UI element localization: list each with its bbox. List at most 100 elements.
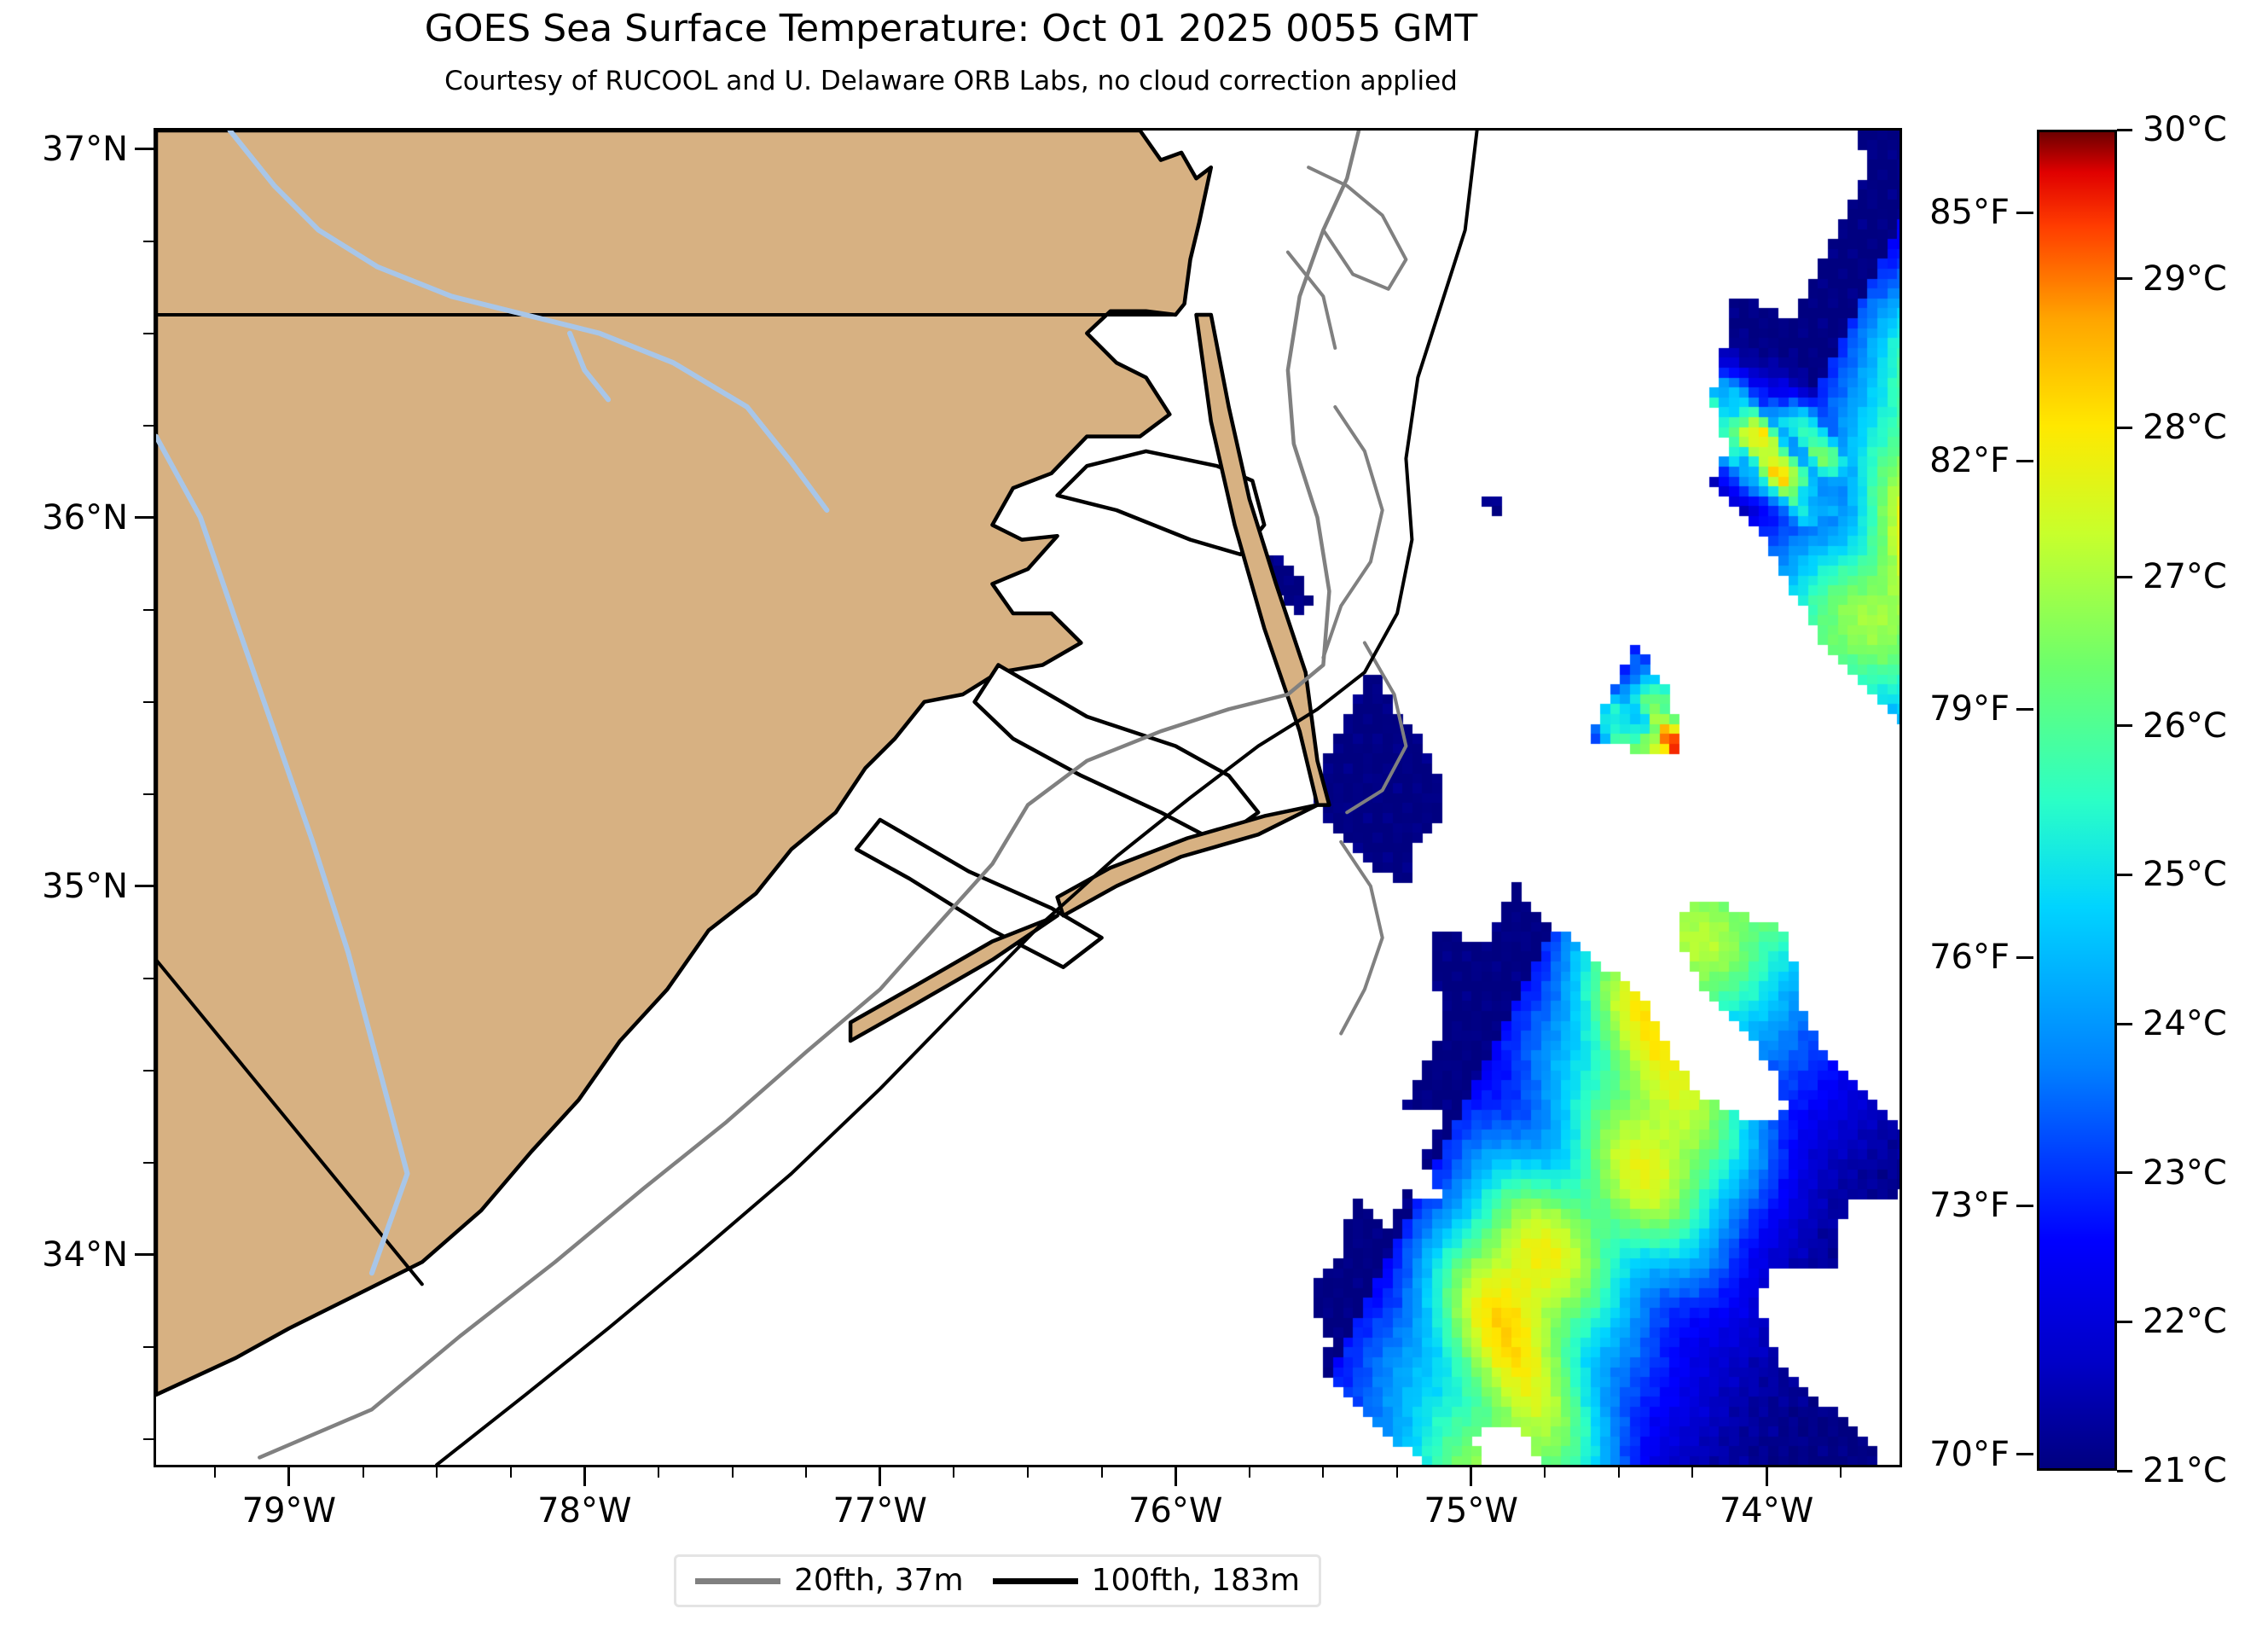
colorbar-gradient [2039, 132, 2114, 1468]
x-minor-tick [214, 1467, 217, 1478]
y-minor-tick [143, 240, 154, 242]
colorbar[interactable] [2037, 130, 2117, 1471]
bathymetry-contour-20fth [258, 131, 1361, 1460]
colorbar-label-fahrenheit-3: 76°F [1929, 938, 2010, 978]
bathymetry-contour-100fth [435, 131, 1479, 1465]
colorbar-tick-c-5 [2117, 873, 2132, 876]
y-minor-tick [143, 608, 154, 611]
colorbar-tick-f-0 [2016, 211, 2033, 214]
x-axis-label-1: 78°W [537, 1491, 632, 1530]
shoal-contour-1 [1321, 405, 1384, 659]
x-minor-tick [436, 1467, 438, 1478]
colorbar-tick-f-3 [2016, 955, 2033, 959]
river-1 [156, 433, 410, 1276]
x-minor-tick [1396, 1467, 1399, 1478]
legend-label-20fth: 20fth, 37m [794, 1563, 964, 1598]
colorbar-label-celsius-8: 22°C [2143, 1302, 2227, 1342]
outer-banks-2 [848, 914, 1059, 1043]
river-2 [567, 330, 612, 403]
y-major-tick-1 [135, 516, 154, 520]
x-minor-tick [1691, 1467, 1694, 1478]
outer-banks-0 [1194, 312, 1331, 807]
colorbar-label-celsius-4: 26°C [2143, 706, 2227, 746]
x-major-tick-1 [583, 1467, 586, 1486]
colorbar-tick-c-1 [2117, 277, 2132, 281]
x-minor-tick [362, 1467, 364, 1478]
colorbar-tick-c-6 [2117, 1022, 2132, 1025]
map-plot-area[interactable] [154, 128, 1902, 1467]
sound-water-1 [972, 663, 1261, 845]
colorbar-tick-f-1 [2016, 459, 2033, 462]
colorbar-tick-f-5 [2016, 1453, 2033, 1456]
colorbar-tick-c-7 [2117, 1171, 2132, 1175]
y-minor-tick [143, 332, 154, 334]
colorbar-label-celsius-2: 28°C [2143, 408, 2227, 448]
colorbar-label-celsius-5: 25°C [2143, 855, 2227, 895]
colorbar-label-fahrenheit-2: 79°F [1929, 689, 2010, 729]
x-axis-label-2: 77°W [832, 1491, 927, 1530]
x-minor-tick [657, 1467, 659, 1478]
x-axis-label-0: 79°W [241, 1491, 337, 1530]
page-subtitle: Courtesy of RUCOOL and U. Delaware ORB L… [444, 66, 1458, 96]
shoal-contour-3 [1339, 839, 1384, 1036]
y-minor-tick [143, 1161, 154, 1164]
page-title: GOES Sea Surface Temperature: Oct 01 202… [424, 7, 1478, 50]
y-minor-tick [143, 1069, 154, 1072]
sound-water-2 [854, 817, 1104, 969]
shoal-contour-2 [1345, 641, 1408, 815]
x-major-tick-0 [287, 1467, 291, 1486]
x-minor-tick [953, 1467, 955, 1478]
bathymetry-legend: 20fth, 37m 100fth, 183m [674, 1554, 1321, 1607]
state-border-nc-sc [156, 958, 424, 1286]
y-axis-label-1: 36°N [42, 497, 128, 537]
x-minor-tick [1617, 1467, 1620, 1478]
colorbar-tick-c-0 [2117, 128, 2132, 131]
colorbar-label-celsius-1: 29°C [2143, 258, 2227, 299]
x-minor-tick [1839, 1467, 1842, 1478]
line-swatch-20fth-icon [695, 1577, 780, 1584]
x-minor-tick [731, 1467, 734, 1478]
x-minor-tick [805, 1467, 808, 1478]
y-minor-tick [143, 424, 154, 427]
legend-item-100fth[interactable]: 100fth, 183m [992, 1563, 1300, 1598]
y-major-tick-2 [135, 885, 154, 888]
y-axis-label-3: 34°N [42, 1234, 128, 1275]
y-minor-tick [143, 1437, 154, 1440]
colorbar-label-fahrenheit-1: 82°F [1929, 441, 2010, 481]
shoal-contour-0 [1307, 166, 1408, 291]
legend-item-20fth[interactable]: 20fth, 37m [695, 1565, 964, 1596]
colorbar-label-celsius-0: 30°C [2143, 110, 2227, 149]
x-axis-label-3: 76°W [1128, 1491, 1223, 1530]
x-minor-tick [1248, 1467, 1250, 1478]
colorbar-label-celsius-7: 23°C [2143, 1153, 2227, 1193]
colorbar-label-celsius-9: 21°C [2143, 1451, 2227, 1490]
river-0 [227, 131, 830, 513]
colorbar-tick-f-4 [2016, 1204, 2033, 1207]
y-axis-label-2: 35°N [42, 866, 128, 906]
x-major-tick-5 [1765, 1467, 1768, 1486]
colorbar-label-fahrenheit-4: 73°F [1929, 1186, 2010, 1226]
shoal-contour-4 [1285, 250, 1337, 350]
geography-overlay [156, 131, 1479, 1465]
y-minor-tick [143, 700, 154, 703]
mainland-landmass [156, 131, 1214, 1397]
colorbar-tick-f-2 [2016, 707, 2033, 711]
colorbar-label-fahrenheit-0: 85°F [1929, 193, 2010, 233]
colorbar-tick-c-3 [2117, 575, 2132, 578]
x-minor-tick [1544, 1467, 1546, 1478]
y-minor-tick [143, 793, 154, 795]
legend-label-100fth: 100fth, 183m [1091, 1563, 1300, 1598]
colorbar-tick-c-9 [2117, 1469, 2132, 1472]
colorbar-tick-c-2 [2117, 426, 2132, 429]
colorbar-tick-c-8 [2117, 1320, 2132, 1323]
x-major-tick-2 [879, 1467, 882, 1486]
y-major-tick-3 [135, 1253, 154, 1257]
x-minor-tick [1027, 1467, 1029, 1478]
colorbar-label-celsius-3: 27°C [2143, 557, 2227, 596]
y-axis-label-0: 37°N [42, 129, 128, 169]
x-major-tick-3 [1174, 1467, 1177, 1486]
line-swatch-100fth-icon [992, 1577, 1078, 1584]
x-axis-label-5: 74°W [1719, 1491, 1814, 1530]
colorbar-tick-c-4 [2117, 724, 2132, 728]
